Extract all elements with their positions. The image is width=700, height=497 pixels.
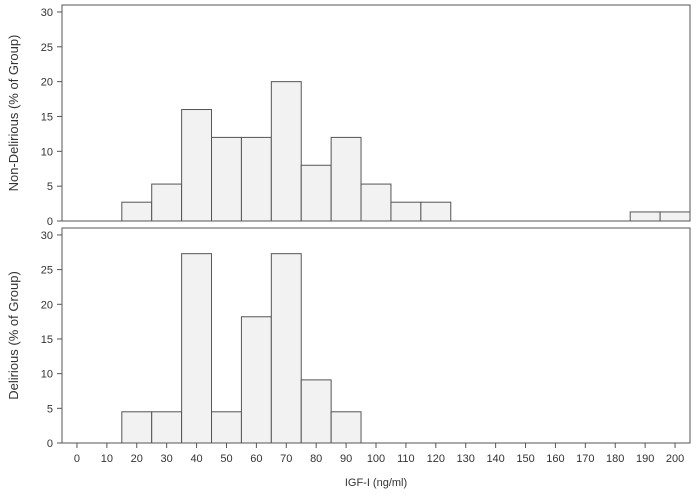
x-tick-label: 40 bbox=[190, 453, 202, 465]
y-tick-label: 10 bbox=[41, 146, 53, 158]
x-tick-label: 60 bbox=[250, 453, 262, 465]
x-tick-label: 90 bbox=[340, 453, 352, 465]
histogram-bar bbox=[270, 81, 302, 222]
x-tick-label: 200 bbox=[666, 453, 684, 465]
x-tick-label: 70 bbox=[280, 453, 292, 465]
y-axis-title: Delirious (% of Group) bbox=[6, 271, 21, 400]
x-tick-label: 160 bbox=[546, 453, 564, 465]
x-tick-label: 10 bbox=[101, 453, 113, 465]
histogram-bar bbox=[629, 211, 661, 222]
y-tick-label: 20 bbox=[41, 77, 53, 89]
histogram-bar bbox=[211, 411, 242, 444]
x-axis-title: IGF-I (ng/ml) bbox=[345, 477, 407, 489]
histogram-bar bbox=[240, 136, 272, 222]
x-tick-label: 130 bbox=[457, 453, 475, 465]
x-tick-label: 20 bbox=[131, 453, 143, 465]
plot-frame bbox=[61, 4, 691, 222]
histogram-bar bbox=[211, 136, 242, 222]
y-tick-label: 20 bbox=[41, 299, 53, 311]
y-tick-label: 5 bbox=[47, 181, 53, 193]
histogram-bar bbox=[240, 316, 272, 444]
histogram-bar bbox=[300, 379, 332, 444]
x-tick-label: 180 bbox=[606, 453, 624, 465]
histogram-bar bbox=[151, 411, 183, 444]
x-tick-label: 110 bbox=[397, 453, 415, 465]
y-tick-label: 10 bbox=[41, 369, 53, 381]
y-tick-label: 5 bbox=[47, 403, 53, 415]
x-tick-label: 50 bbox=[220, 453, 232, 465]
histogram-bar bbox=[181, 109, 213, 222]
x-tick-label: 170 bbox=[576, 453, 594, 465]
histogram-bar bbox=[270, 253, 302, 444]
histogram-bar bbox=[360, 183, 392, 222]
histogram-bar bbox=[390, 201, 422, 222]
x-tick-label: 190 bbox=[636, 453, 654, 465]
y-axis-title: Non-Delirious (% of Group) bbox=[6, 35, 21, 192]
y-tick-label: 15 bbox=[41, 111, 53, 123]
x-tick-label: 0 bbox=[74, 453, 80, 465]
histogram-bar bbox=[330, 136, 362, 222]
histogram-bar bbox=[121, 411, 153, 444]
y-tick-label: 30 bbox=[41, 7, 53, 19]
histogram-bar bbox=[420, 201, 452, 222]
x-tick-label: 30 bbox=[161, 453, 173, 465]
histogram-bar bbox=[121, 201, 153, 222]
histogram-bar bbox=[300, 164, 332, 222]
y-tick-label: 0 bbox=[47, 438, 53, 450]
x-tick-label: 80 bbox=[310, 453, 322, 465]
x-tick-label: 140 bbox=[486, 453, 504, 465]
histogram-bar bbox=[659, 211, 691, 222]
x-tick-label: 100 bbox=[367, 453, 385, 465]
y-tick-label: 30 bbox=[41, 230, 53, 242]
histogram-bar bbox=[151, 183, 183, 222]
y-tick-label: 15 bbox=[41, 334, 53, 346]
y-tick-label: 0 bbox=[47, 216, 53, 228]
plot-frame bbox=[61, 227, 691, 444]
histogram-bar bbox=[330, 411, 362, 444]
y-tick-label: 25 bbox=[41, 265, 53, 277]
y-tick-label: 25 bbox=[41, 42, 53, 54]
x-tick-label: 150 bbox=[516, 453, 534, 465]
x-tick-label: 120 bbox=[427, 453, 445, 465]
histogram-bar bbox=[181, 253, 213, 444]
